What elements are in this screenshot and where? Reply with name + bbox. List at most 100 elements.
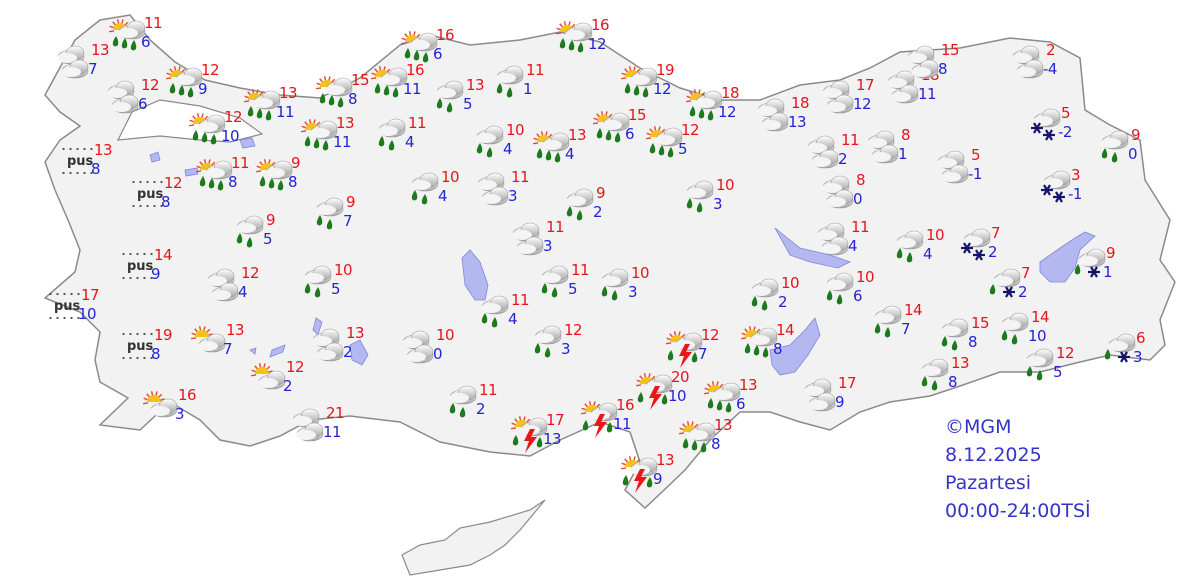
min-temperature: 4 — [238, 283, 248, 301]
max-temperature: 12 — [564, 321, 583, 339]
max-temperature: 15 — [628, 106, 647, 124]
max-temperature: 20 — [671, 368, 690, 386]
station-forecast: 13 11 — [243, 84, 313, 132]
station-forecast: pus 19 8 — [118, 326, 188, 374]
station-forecast: 12 3 — [528, 321, 598, 369]
station-forecast: 10 2 — [745, 274, 815, 322]
station-forecast: 17 12 — [820, 76, 890, 124]
station-forecast: 12 2 — [250, 358, 320, 406]
station-forecast: 15 6 — [592, 106, 662, 154]
min-temperature: -1 — [1068, 185, 1082, 203]
min-temperature: 11 — [403, 80, 422, 98]
station-forecast: pus 14 9 — [118, 246, 188, 294]
station-forecast: 16 11 — [370, 61, 440, 109]
station-forecast: 12 6 — [105, 76, 175, 124]
min-temperature: 7 — [901, 320, 911, 338]
fog-label: pus — [137, 187, 164, 202]
station-forecast: 10 4 — [890, 226, 960, 274]
max-temperature: 15 — [971, 314, 990, 332]
min-temperature: 7 — [88, 60, 98, 78]
min-temperature: 5 — [1053, 363, 1063, 381]
max-temperature: 11 — [479, 381, 498, 399]
station-forecast: 16 12 — [555, 16, 625, 64]
lake-acigol — [249, 347, 257, 355]
max-temperature: 17 — [856, 76, 875, 94]
fog-label: pus — [54, 299, 81, 314]
fog-icon: pus — [120, 332, 156, 364]
station-forecast: 13 6 — [703, 376, 773, 424]
min-temperature: 4 — [508, 310, 518, 328]
copyright-label: ©MGM — [945, 416, 1012, 438]
max-temperature: 11 — [511, 168, 530, 186]
station-forecast: 11 3 — [475, 168, 545, 216]
max-temperature: 19 — [154, 326, 173, 344]
min-temperature: 6 — [433, 45, 443, 63]
cyprus — [401, 499, 546, 576]
max-temperature: 9 — [266, 211, 276, 229]
station-forecast: 10 3 — [595, 264, 665, 312]
max-temperature: 7 — [991, 224, 1001, 242]
min-temperature: 11 — [323, 423, 342, 441]
map-caption: ©MGM 8.12.2025 Pazartesi 00:00-24:00TSİ — [945, 413, 1091, 525]
forecast-period: 00:00-24:00TSİ — [945, 500, 1091, 522]
fog-icon: pus — [60, 147, 96, 179]
min-temperature: 2 — [476, 400, 486, 418]
min-temperature: 5 — [678, 140, 688, 158]
station-forecast: 21 11 — [290, 404, 360, 452]
max-temperature: 19 — [656, 61, 675, 79]
min-temperature: 13 — [543, 430, 562, 448]
station-forecast: 13 7 — [55, 41, 125, 89]
max-temperature: 10 — [334, 261, 353, 279]
station-forecast: 11 4 — [372, 114, 442, 162]
min-temperature: 11 — [333, 133, 352, 151]
min-temperature: 8 — [288, 173, 298, 191]
max-temperature: 9 — [346, 193, 356, 211]
min-temperature: 7 — [343, 212, 353, 230]
station-forecast: 13 8 — [678, 416, 748, 464]
station-forecast: 10 4 — [470, 121, 540, 169]
station-forecast: 11 2 — [805, 131, 875, 179]
min-temperature: 4 — [503, 140, 513, 158]
min-temperature: 8 — [91, 160, 101, 178]
max-temperature: 16 — [178, 386, 197, 404]
min-temperature: 9 — [151, 265, 161, 283]
min-temperature: 2 — [778, 293, 788, 311]
station-forecast: 11 4 — [475, 291, 545, 339]
max-temperature: 8 — [856, 171, 866, 189]
max-temperature: 7 — [1021, 264, 1031, 282]
station-forecast: 13 11 — [300, 114, 370, 162]
station-forecast: 10 3 — [680, 176, 750, 224]
max-temperature: 16 — [406, 61, 425, 79]
max-temperature: 13 — [94, 141, 113, 159]
min-temperature: 6 — [141, 33, 151, 51]
min-temperature: 7 — [698, 345, 708, 363]
station-forecast: 10 4 — [405, 168, 475, 216]
min-temperature: 12 — [588, 35, 607, 53]
min-temperature: 8 — [711, 435, 721, 453]
max-temperature: 14 — [776, 321, 795, 339]
max-temperature: 6 — [1136, 329, 1146, 347]
station-forecast: 16 3 — [142, 386, 212, 434]
min-temperature: 5 — [331, 280, 341, 298]
max-temperature: 11 — [408, 114, 427, 132]
station-forecast: 18 12 — [685, 84, 755, 132]
max-temperature: 16 — [616, 396, 635, 414]
max-temperature: 13 — [279, 84, 298, 102]
min-temperature: 2 — [343, 343, 353, 361]
min-temperature: 8 — [228, 173, 238, 191]
station-forecast: 10 0 — [400, 326, 470, 374]
min-temperature: 8 — [938, 60, 948, 78]
min-temperature: 11 — [918, 85, 937, 103]
min-temperature: 10 — [78, 305, 97, 323]
station-forecast: 10 6 — [820, 268, 890, 316]
fog-label: pus — [127, 339, 154, 354]
max-temperature: 12 — [241, 264, 260, 282]
station-forecast: 17 13 — [510, 411, 580, 459]
station-forecast: 14 8 — [740, 321, 810, 369]
station-forecast: 18 13 — [755, 94, 825, 142]
station-forecast: 12 7 — [665, 326, 735, 374]
lake-manyas — [149, 151, 161, 163]
min-temperature: 4 — [923, 245, 933, 263]
max-temperature: 10 — [781, 274, 800, 292]
